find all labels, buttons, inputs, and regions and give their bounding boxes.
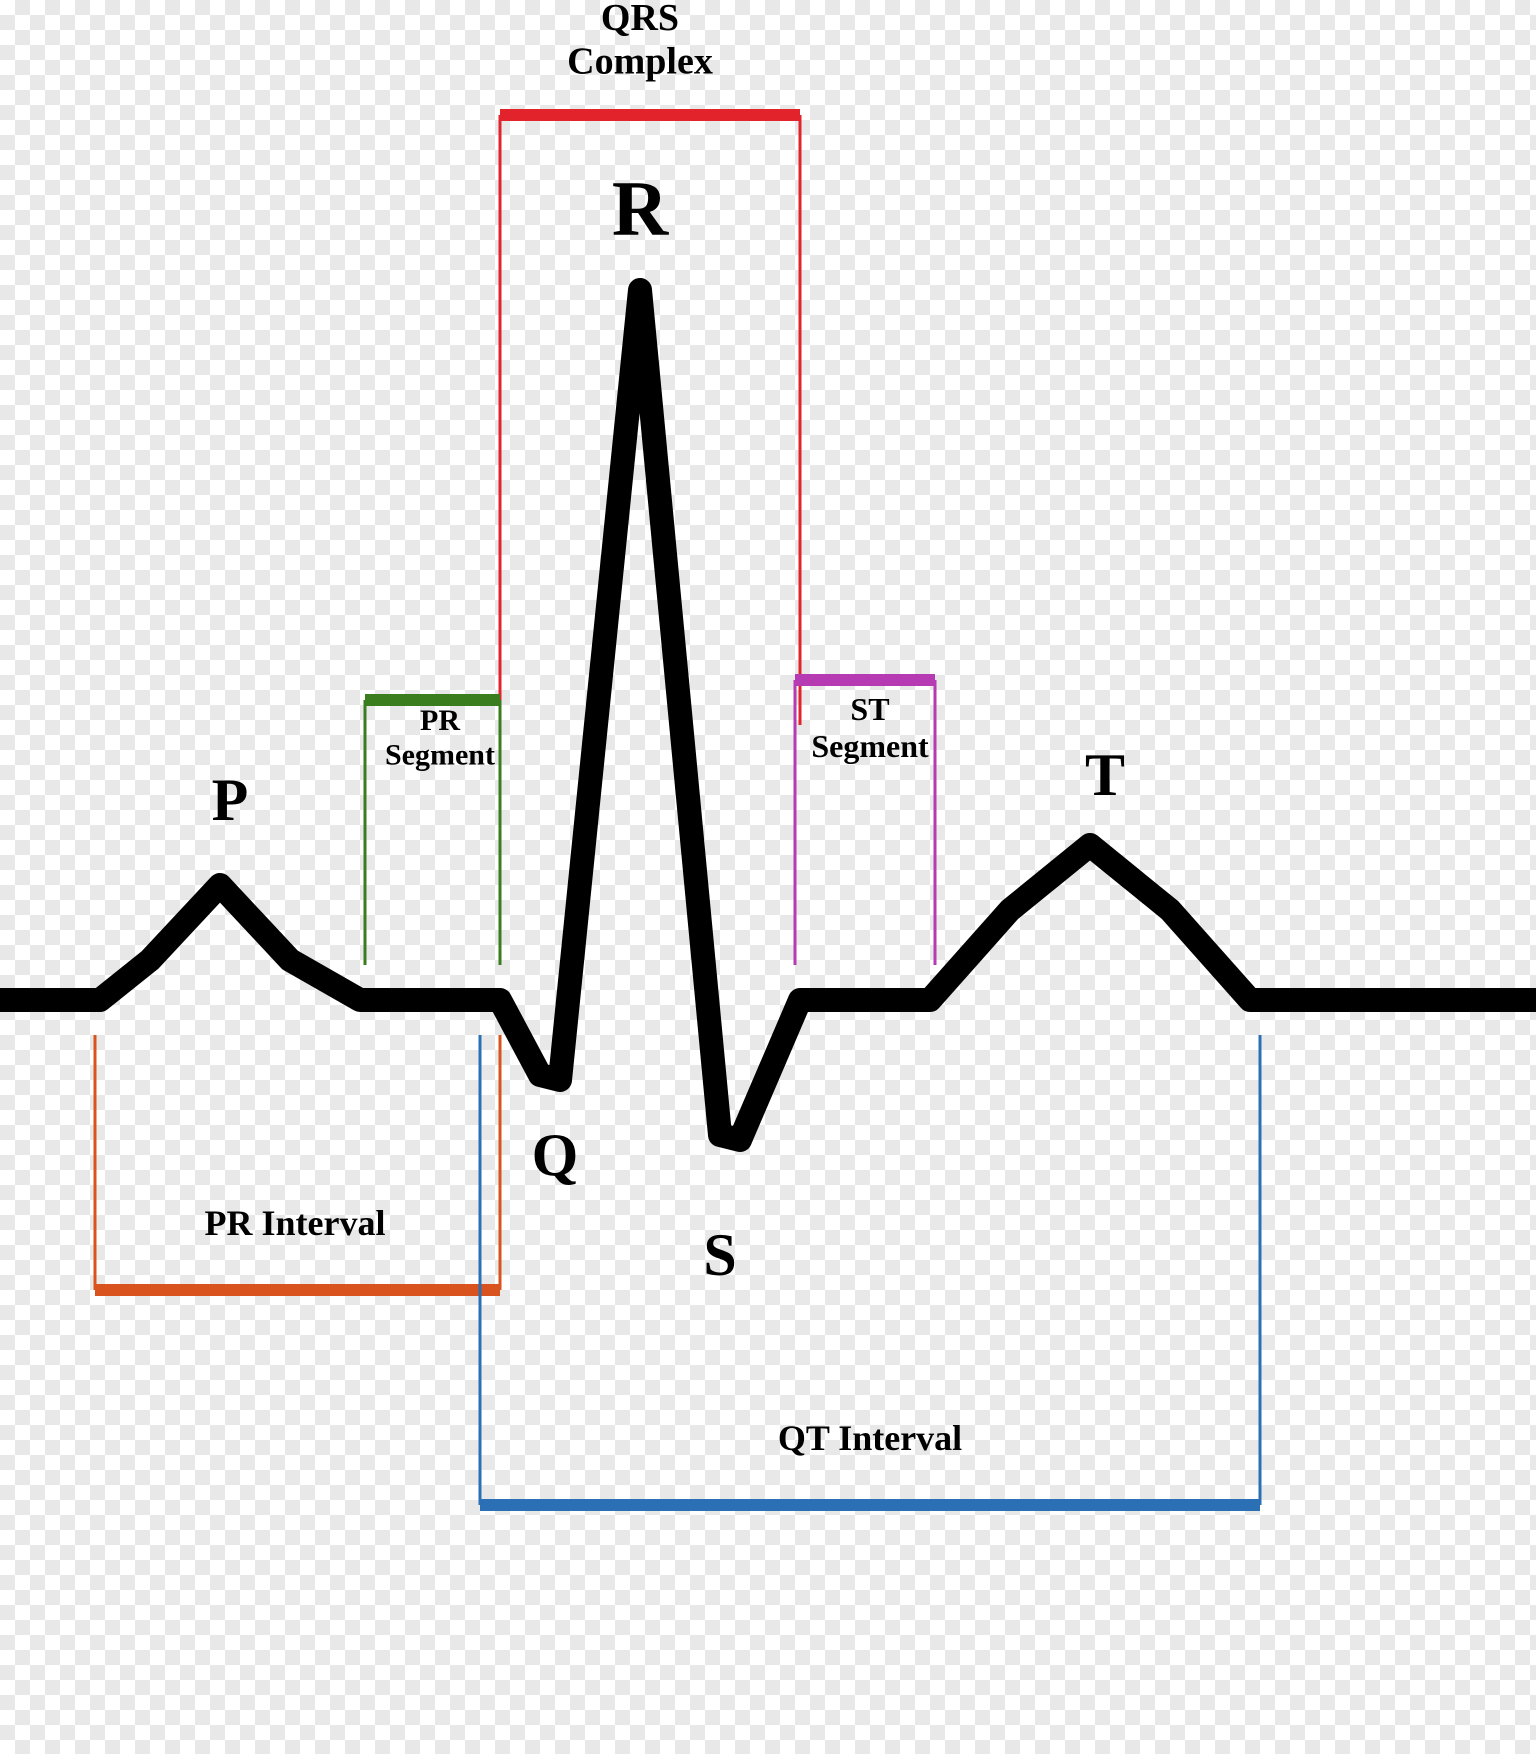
- bracket-label-qt_interval: QT Interval: [778, 1418, 962, 1458]
- bracket-pr_segment: PRSegment: [365, 700, 500, 965]
- bracket-st_segment: STSegment: [795, 680, 935, 965]
- wave-label-r: R: [612, 165, 670, 252]
- ecg-diagram: P Q R S T QRSComplex PRSegment STSegment PR Inte…: [0, 0, 1536, 1754]
- wave-label-p: P: [212, 767, 249, 833]
- bracket-label-qrs_complex: QRSComplex: [567, 0, 713, 83]
- bracket-label-st_segment: STSegment: [811, 691, 929, 764]
- wave-label-s: S: [703, 1222, 736, 1288]
- bracket-qt_interval: QT Interval: [480, 1035, 1260, 1505]
- ecg-waveform: [0, 290, 1536, 1140]
- wave-label-q: Q: [532, 1122, 579, 1188]
- wave-label-t: T: [1085, 742, 1125, 808]
- bracket-label-pr_segment: PRSegment: [385, 704, 495, 772]
- bracket-label-pr_interval: PR Interval: [205, 1203, 386, 1243]
- bracket-pr_interval: PR Interval: [95, 1035, 500, 1290]
